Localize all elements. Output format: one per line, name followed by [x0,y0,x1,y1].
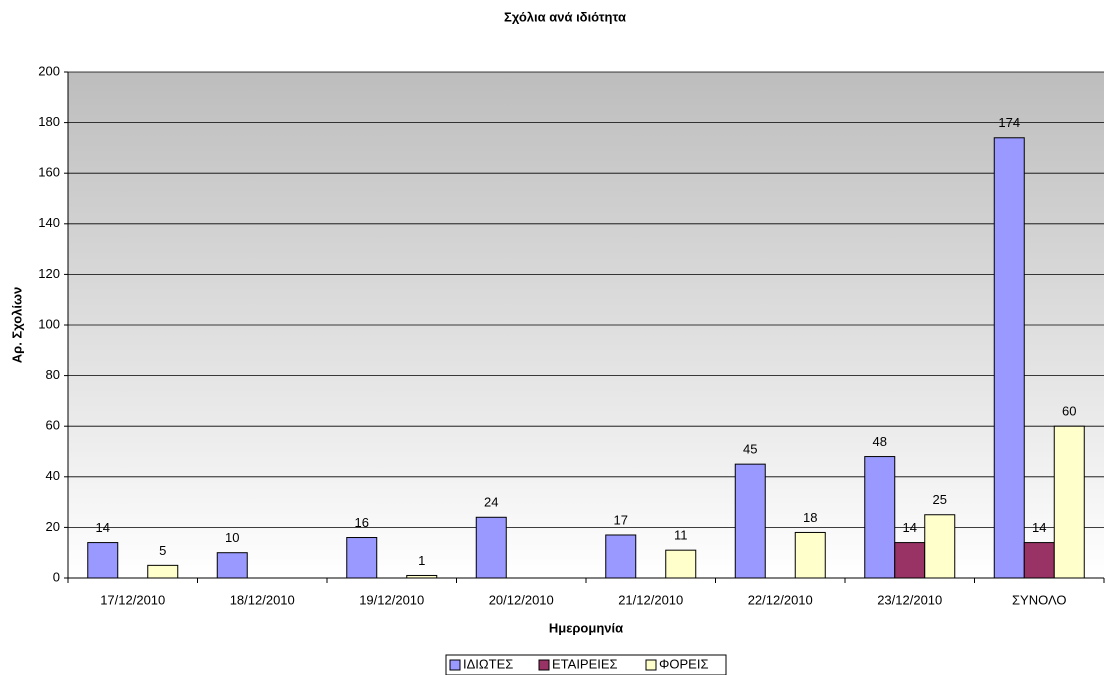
data-label: 10 [225,530,239,545]
bar [734,463,766,579]
y-tick-label: 60 [46,418,60,433]
bar [605,534,637,579]
legend-swatch [449,659,461,671]
bar [216,552,248,579]
legend-label: ΦΟΡΕΙΣ [659,656,708,671]
data-label: 14 [1032,520,1046,535]
legend-swatch [538,659,550,671]
x-tick-label: 18/12/2010 [230,592,295,607]
data-label: 174 [998,115,1020,130]
y-tick-label: 120 [38,266,60,281]
bar [406,574,438,579]
bar [475,516,507,579]
y-tick-label: 140 [38,215,60,230]
data-label: 14 [96,520,110,535]
bar [1053,425,1085,579]
y-axis-title: Αρ. Σχολίων [9,287,24,363]
y-tick-label: 100 [38,316,60,331]
legend-label: ΕΤΑΙΡΕΙΕΣ [552,656,618,671]
data-label: 18 [803,510,817,525]
y-tick-label: 0 [53,569,60,584]
x-axis-title: Ημερομηνία [549,620,623,635]
bar [864,456,896,579]
y-tick-label: 40 [46,468,60,483]
data-label: 60 [1062,404,1076,419]
x-tick-label: 22/12/2010 [748,592,813,607]
data-label: 11 [674,528,688,543]
y-tick-label: 20 [46,519,60,534]
legend-label: ΙΔΙΩΤΕΣ [463,656,513,671]
data-label: 17 [614,512,628,527]
y-tick-label: 160 [38,165,60,180]
y-tick-label: 80 [46,367,60,382]
x-tick-label: 17/12/2010 [100,592,165,607]
data-label: 5 [159,543,166,558]
data-label: 14 [903,520,917,535]
bar [346,537,378,579]
bar [665,549,697,579]
bar [87,542,119,579]
x-tick-label: 19/12/2010 [359,592,424,607]
data-label: 48 [873,434,887,449]
data-label: 24 [484,495,498,510]
bar [147,564,179,579]
bar [794,531,826,579]
x-tick-label: 21/12/2010 [618,592,683,607]
legend-swatch [645,659,657,671]
chart-title: Σχόλια ανά ιδιότητα [504,9,626,24]
data-label: 25 [933,492,947,507]
bar [1023,542,1055,579]
bar [924,514,956,579]
x-tick-label: ΣΥΝΟΛΟ [1012,592,1067,607]
x-tick-label: 20/12/2010 [489,592,554,607]
data-label: 45 [743,442,757,457]
y-tick-label: 200 [38,63,60,78]
data-label: 16 [355,515,369,530]
x-tick-label: 23/12/2010 [877,592,942,607]
data-label: 1 [418,553,425,568]
y-tick-label: 180 [38,114,60,129]
bar [993,137,1025,579]
bar [894,542,926,579]
